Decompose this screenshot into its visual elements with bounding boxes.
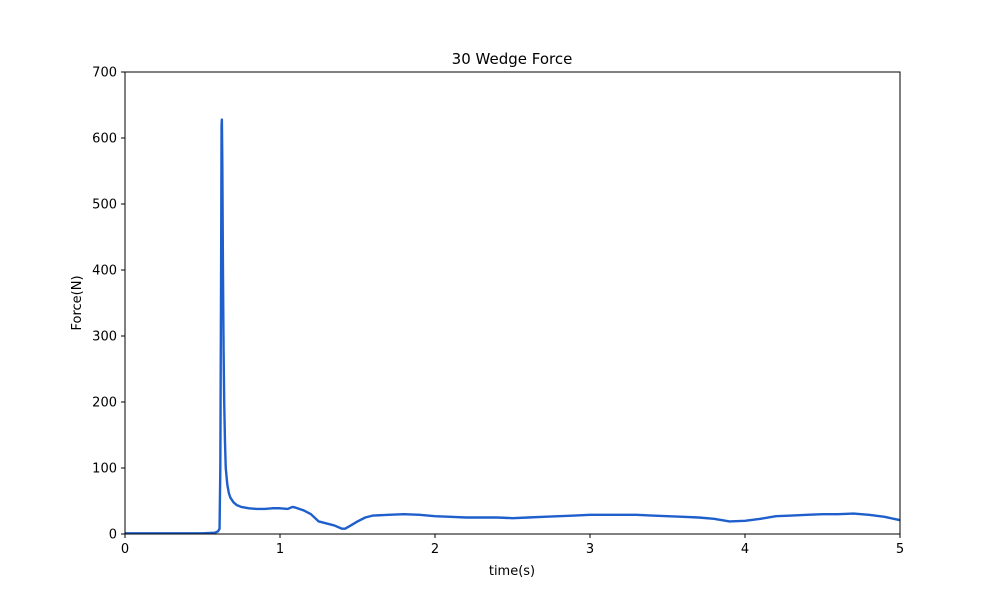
- plot-area: [124, 71, 901, 535]
- x-tick-label: 5: [896, 542, 904, 557]
- x-tick-label: 3: [586, 542, 594, 557]
- y-tick-label: 500: [92, 198, 117, 213]
- chart-title: 30 Wedge Force: [452, 50, 573, 68]
- y-tick-label: 0: [109, 528, 117, 543]
- plot-frame: [124, 71, 901, 535]
- y-tick-label: 600: [92, 132, 117, 147]
- y-axis-label: Force(N): [70, 275, 85, 330]
- y-tick-label: 300: [92, 330, 117, 345]
- y-axis-ticks: 0 100 200 300 400 500 600 700: [92, 66, 125, 543]
- x-tick-label: 0: [121, 542, 129, 557]
- y-tick-label: 100: [92, 462, 117, 477]
- x-tick-label: 1: [276, 542, 284, 557]
- y-tick-label: 200: [92, 396, 117, 411]
- x-tick-label: 4: [741, 542, 749, 557]
- x-axis-ticks: 0 1 2 3 4 5: [121, 534, 904, 557]
- series-line: [125, 118, 900, 534]
- x-axis-label: time(s): [489, 564, 535, 579]
- y-tick-label: 700: [92, 66, 117, 81]
- x-tick-label: 2: [431, 542, 439, 557]
- y-tick-label: 400: [92, 264, 117, 279]
